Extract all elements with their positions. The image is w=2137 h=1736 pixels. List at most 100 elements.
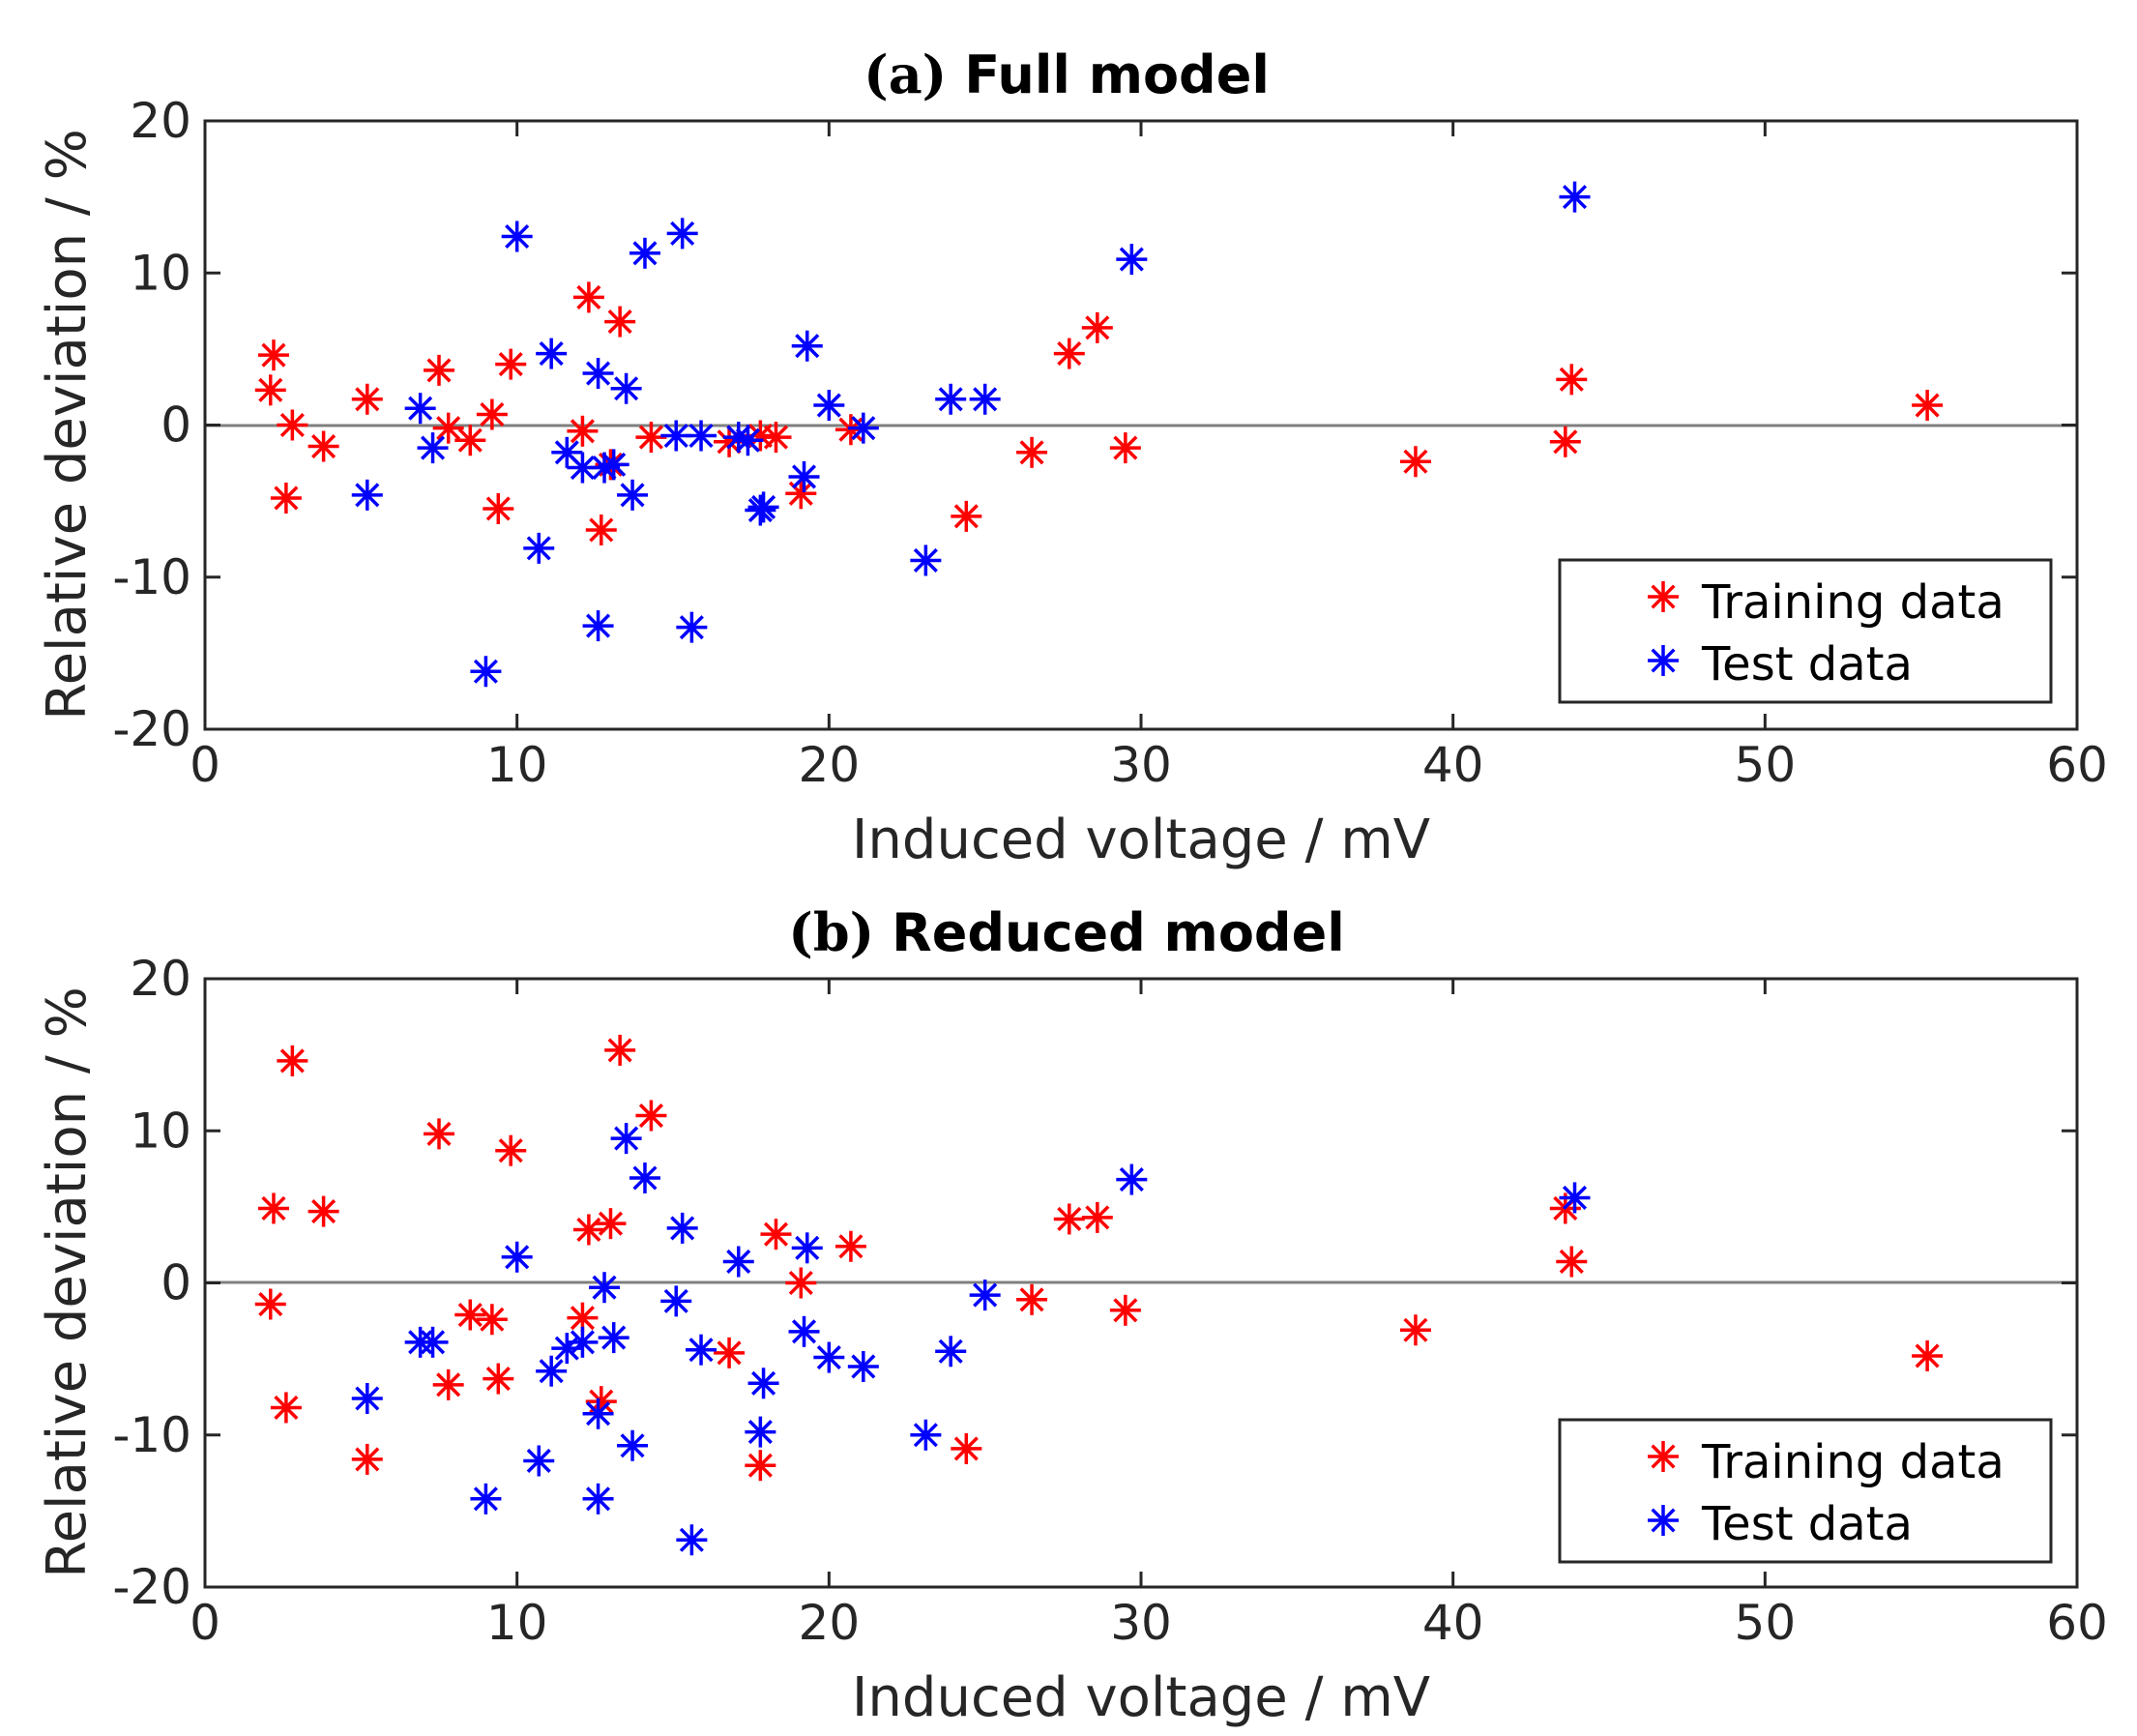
- x-tick-label: 0: [190, 1595, 220, 1651]
- training-data-point: [270, 1392, 302, 1424]
- x-tick-label: 0: [190, 737, 220, 793]
- training-data-point: [745, 1450, 776, 1482]
- test-data-point: [470, 1483, 502, 1515]
- training-data-point: [254, 374, 286, 406]
- test-data-point: [935, 1336, 967, 1368]
- test-data-point: [910, 544, 942, 576]
- x-axis-label: Induced voltage / mV: [852, 1666, 1430, 1729]
- legend-label-test: Test data: [1701, 637, 1913, 691]
- training-data-point: [572, 1214, 604, 1246]
- legend: Training data Test data: [1558, 558, 2053, 704]
- panel-reduced-model: (b) Reduced model 0 10 20 30 40 50 60 20 10 0 -10…: [36, 901, 2108, 1729]
- training-data-point: [495, 348, 527, 380]
- training-data-point: [270, 482, 302, 514]
- training-data-point: [714, 1337, 746, 1368]
- training-data-point: [1912, 1339, 1944, 1371]
- legend: Training data Test data: [1558, 1418, 2053, 1564]
- training-data-point: [476, 1304, 508, 1336]
- training-data-point: [351, 383, 383, 415]
- panel-title-prefix: (b): [788, 901, 874, 963]
- x-tick-labels: 0 10 20 30 40 50 60: [190, 1595, 2108, 1651]
- test-data-point: [686, 420, 717, 452]
- training-data-point: [760, 1219, 792, 1251]
- scatter-points: [254, 181, 1944, 688]
- legend-marker-training: [1648, 1441, 1679, 1472]
- panel-title-text: Full model: [964, 44, 1270, 105]
- test-data-point: [629, 1162, 660, 1193]
- test-data-point: [523, 532, 555, 564]
- x-tick-label: 30: [1110, 737, 1172, 793]
- legend-label-training: Training data: [1701, 1435, 2005, 1489]
- training-data-point: [1053, 1203, 1085, 1235]
- y-axis-label: Relative deviation / %: [36, 129, 99, 721]
- x-tick-label: 60: [2046, 1595, 2108, 1651]
- training-data-point: [951, 1432, 982, 1464]
- training-data-point: [604, 1034, 636, 1066]
- test-data-point: [598, 449, 629, 481]
- test-data-point: [791, 1232, 823, 1264]
- y-tick-label: -20: [112, 701, 191, 757]
- x-tick-label: 30: [1110, 1595, 1172, 1651]
- training-data-point: [495, 1134, 527, 1166]
- training-data-point: [1081, 311, 1113, 343]
- training-data-point: [1556, 364, 1588, 396]
- test-data-point: [567, 452, 599, 484]
- test-data-point: [629, 237, 660, 269]
- test-data-point: [351, 1383, 383, 1415]
- y-tick-label: 10: [130, 1103, 191, 1159]
- legend-box: [1558, 1418, 2053, 1564]
- training-data-point: [254, 1288, 286, 1320]
- test-data-point: [536, 338, 568, 369]
- x-axis-label: Induced voltage / mV: [852, 809, 1430, 871]
- legend-markers: [1648, 1441, 1679, 1536]
- panel-title: (b) Reduced model: [788, 901, 1344, 963]
- training-data-point: [307, 1195, 339, 1227]
- test-data-point: [1559, 181, 1591, 213]
- test-data-point: [417, 1326, 449, 1358]
- x-tick-label: 20: [799, 737, 861, 793]
- training-data-point: [572, 281, 604, 313]
- test-data-point: [847, 1350, 879, 1382]
- training-data-point: [785, 1267, 817, 1299]
- test-data-point: [582, 358, 614, 390]
- x-tick-label: 50: [1735, 737, 1797, 793]
- test-data-point: [722, 1246, 754, 1278]
- training-data-point: [307, 430, 339, 462]
- test-data-point: [676, 611, 708, 643]
- test-data-point: [351, 479, 383, 511]
- x-tick-label: 40: [1422, 737, 1484, 793]
- legend-markers: [1648, 581, 1679, 676]
- legend-marker-training: [1648, 581, 1679, 612]
- training-data-point: [454, 1299, 486, 1331]
- test-data-point: [610, 1123, 642, 1155]
- training-data-point: [595, 1208, 627, 1240]
- y-axis-label: Relative deviation / %: [36, 986, 99, 1578]
- training-data-point: [1109, 1294, 1141, 1326]
- test-data-point: [582, 610, 614, 642]
- y-tick-labels: 20 10 0 -10 -20: [112, 93, 191, 757]
- training-data-point: [585, 515, 617, 546]
- training-data-point: [567, 415, 599, 447]
- test-data-point: [732, 425, 764, 456]
- test-data-point: [935, 383, 967, 415]
- training-data-point: [1549, 426, 1581, 457]
- x-tick-label: 20: [799, 1595, 861, 1651]
- panel-title: (a) Full model: [864, 44, 1270, 105]
- test-data-point: [666, 218, 698, 250]
- training-data-point: [351, 1443, 383, 1475]
- training-data-point: [483, 1363, 514, 1395]
- test-data-point: [747, 491, 779, 523]
- training-data-point: [432, 1368, 464, 1400]
- training-data-point: [424, 354, 454, 386]
- y-tick-label: 20: [130, 951, 191, 1007]
- training-data-point: [604, 306, 636, 338]
- training-data-point: [1399, 446, 1431, 478]
- test-data-point: [1559, 1182, 1591, 1214]
- legend-label-training: Training data: [1701, 575, 2005, 630]
- test-data-point: [598, 1322, 629, 1354]
- y-tick-label: -20: [112, 1559, 191, 1615]
- test-data-point: [470, 656, 502, 688]
- test-data-point: [610, 372, 642, 404]
- x-tick-label: 10: [486, 1595, 548, 1651]
- test-data-point: [745, 1416, 776, 1448]
